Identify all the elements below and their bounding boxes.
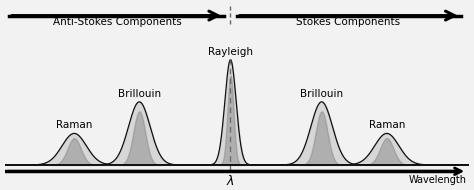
Text: Brillouin: Brillouin bbox=[118, 89, 161, 99]
Text: Anti-Stokes Components: Anti-Stokes Components bbox=[53, 17, 182, 27]
Text: Wavelength: Wavelength bbox=[409, 176, 467, 185]
Text: λ: λ bbox=[227, 176, 234, 188]
Text: Raman: Raman bbox=[369, 120, 405, 130]
Text: Rayleigh: Rayleigh bbox=[208, 47, 253, 57]
Text: Stokes Components: Stokes Components bbox=[296, 17, 400, 27]
Text: Raman: Raman bbox=[56, 120, 92, 130]
Text: Brillouin: Brillouin bbox=[300, 89, 343, 99]
